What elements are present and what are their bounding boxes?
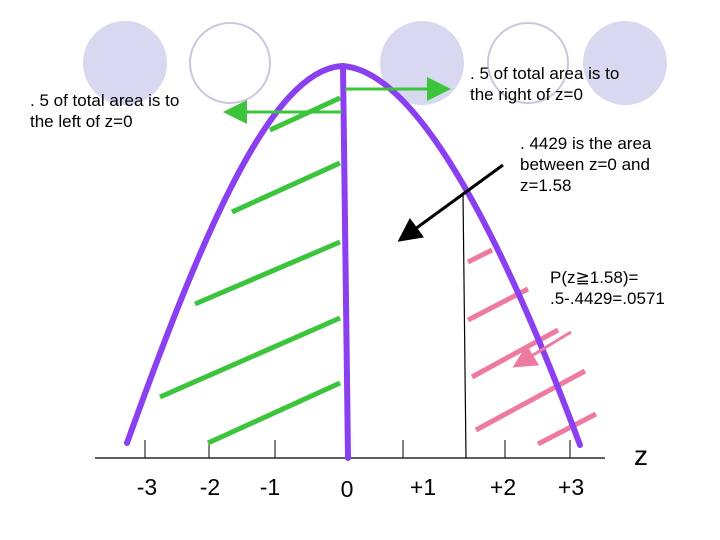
decor-circle-2 bbox=[189, 22, 271, 104]
tail-probability-annotation: P(z≧1.58)= .5-.4429=.0571 bbox=[550, 268, 665, 308]
left-hatch-1 bbox=[268, 95, 342, 133]
left-hatch-3 bbox=[194, 239, 341, 307]
right-hatch-1 bbox=[466, 247, 494, 265]
bell-curve bbox=[124, 62, 583, 448]
tick-label-pos3: +3 bbox=[557, 474, 585, 500]
right-hatch-4 bbox=[474, 368, 587, 433]
tick-label-neg3: -3 bbox=[136, 474, 158, 500]
left-hatch-2 bbox=[230, 160, 342, 215]
mean-line bbox=[340, 63, 351, 461]
right-hatch-5 bbox=[536, 411, 598, 447]
tick-label-pos1: +1 bbox=[409, 474, 437, 500]
tail-prob-arrow bbox=[512, 330, 572, 368]
middle-area-annotation: . 4429 is the area between z=0 and z=1.5… bbox=[520, 134, 652, 195]
tick-label-zero: 0 bbox=[340, 476, 354, 502]
left-hatch-5 bbox=[206, 380, 342, 446]
decor-circle-5 bbox=[583, 21, 667, 105]
z-1.58-boundary-line bbox=[462, 192, 467, 459]
tick-label-pos2: +2 bbox=[489, 474, 517, 500]
decor-circle-4 bbox=[487, 22, 569, 104]
decor-circle-1 bbox=[83, 21, 167, 105]
left-half-annotation: . 5 of total area is to the left of z=0 bbox=[30, 91, 180, 131]
right-half-annotation: . 5 of total area is to the right of z=0 bbox=[470, 64, 620, 104]
left-hatch-4 bbox=[158, 315, 342, 400]
left-half-hatching bbox=[158, 95, 342, 446]
tick-label-neg1: -1 bbox=[259, 474, 281, 500]
z-axis-label: z bbox=[634, 440, 648, 471]
middle-area-arrow bbox=[397, 163, 504, 242]
tick-label-neg2: -2 bbox=[199, 474, 221, 500]
